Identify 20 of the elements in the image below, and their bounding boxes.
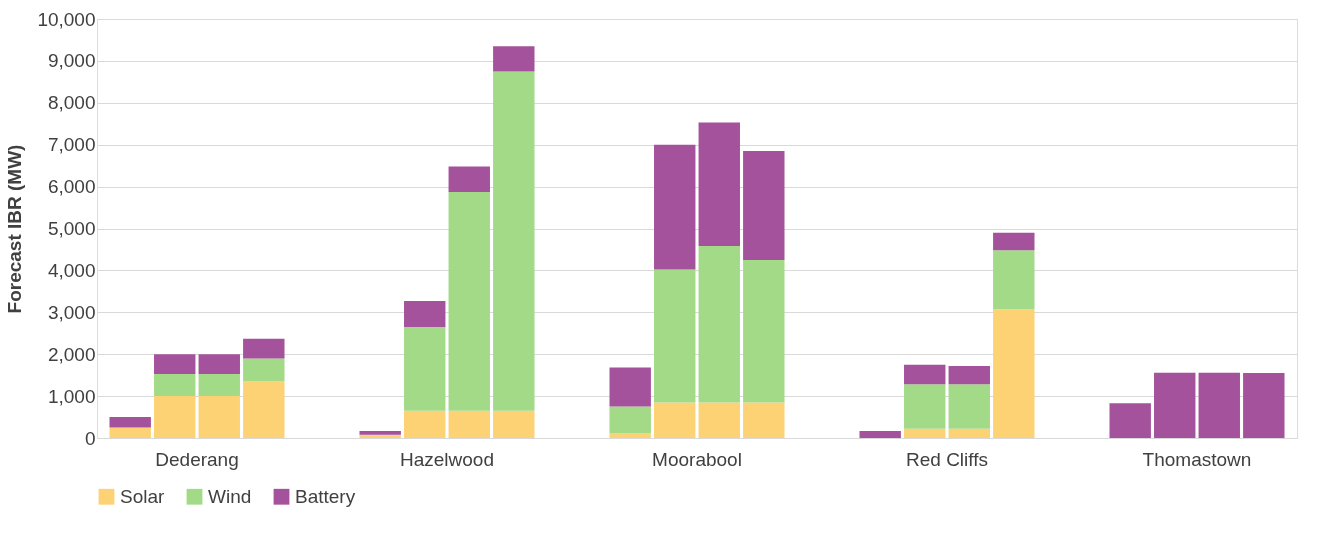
y-tick-label: 4,000 (47, 259, 96, 281)
legend-label: Solar (120, 485, 166, 507)
y-tick-label: 5,000 (47, 218, 96, 239)
text: Dederang (155, 448, 239, 470)
y-tick-label: 9,000 (47, 50, 96, 72)
y-tick-label: 7,000 (47, 134, 96, 156)
y-tick-label: 6,000 (47, 176, 96, 198)
legend-label: Wind (208, 485, 252, 507)
text: Hazelwood (400, 448, 494, 470)
y-axis-title: Forecast IBR (MW) (4, 144, 26, 314)
y-tick-label: 2,000 (47, 343, 96, 365)
text: Moorabool (652, 448, 742, 470)
y-tick-label: 8,000 (47, 92, 96, 114)
y-tick-label: 1,000 (47, 385, 96, 407)
text: Thomastown (1142, 448, 1252, 470)
y-tick-label: 3,000 (47, 301, 96, 323)
y-tick-label: 0 (84, 427, 96, 449)
legend-label: Battery (295, 485, 356, 507)
text: Red Cliffs (905, 448, 989, 470)
y-tick-label: 10,000 (37, 8, 96, 30)
